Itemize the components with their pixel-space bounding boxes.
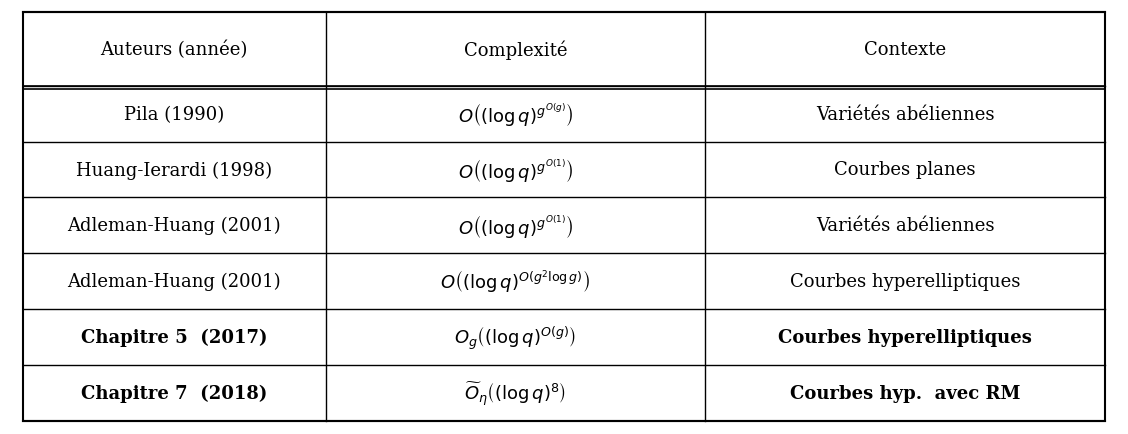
Text: Auteurs (année): Auteurs (année) bbox=[100, 40, 248, 59]
Text: Chapitre 7  (2018): Chapitre 7 (2018) bbox=[81, 384, 267, 402]
Text: $O\left((\log q)^{g^{O(g)}}\right)$: $O\left((\log q)^{g^{O(g)}}\right)$ bbox=[458, 101, 573, 128]
Text: $O\left((\log q)^{g^{O(1)}}\right)$: $O\left((\log q)^{g^{O(1)}}\right)$ bbox=[458, 157, 573, 184]
Text: Courbes planes: Courbes planes bbox=[835, 161, 976, 179]
Text: $O\left((\log q)^{O(g^2 \log g)}\right)$: $O\left((\log q)^{O(g^2 \log g)}\right)$ bbox=[440, 268, 590, 295]
Text: Courbes hyperelliptiques: Courbes hyperelliptiques bbox=[778, 329, 1032, 346]
Text: $O_g\left((\log q)^{O(g)}\right)$: $O_g\left((\log q)^{O(g)}\right)$ bbox=[455, 324, 576, 351]
Text: $O\left((\log q)^{g^{O(1)}}\right)$: $O\left((\log q)^{g^{O(1)}}\right)$ bbox=[458, 212, 573, 239]
Text: Adleman-Huang (2001): Adleman-Huang (2001) bbox=[68, 273, 281, 291]
Text: Courbes hyp.  avec RM: Courbes hyp. avec RM bbox=[790, 384, 1021, 402]
Text: Variétés abéliennes: Variétés abéliennes bbox=[816, 217, 995, 235]
Text: Courbes hyperelliptiques: Courbes hyperelliptiques bbox=[790, 273, 1021, 291]
Text: Adleman-Huang (2001): Adleman-Huang (2001) bbox=[68, 217, 281, 235]
Text: Complexité: Complexité bbox=[464, 40, 567, 59]
Text: Variétés abéliennes: Variétés abéliennes bbox=[816, 105, 995, 123]
Text: Huang-Ierardi (1998): Huang-Ierardi (1998) bbox=[76, 161, 272, 179]
Text: Chapitre 5  (2017): Chapitre 5 (2017) bbox=[81, 328, 267, 346]
Text: $\widetilde{O}_{\eta}\left((\log q)^{8}\right)$: $\widetilde{O}_{\eta}\left((\log q)^{8}\… bbox=[465, 379, 566, 407]
Text: Pila (1990): Pila (1990) bbox=[124, 105, 224, 123]
Text: Contexte: Contexte bbox=[864, 41, 946, 59]
